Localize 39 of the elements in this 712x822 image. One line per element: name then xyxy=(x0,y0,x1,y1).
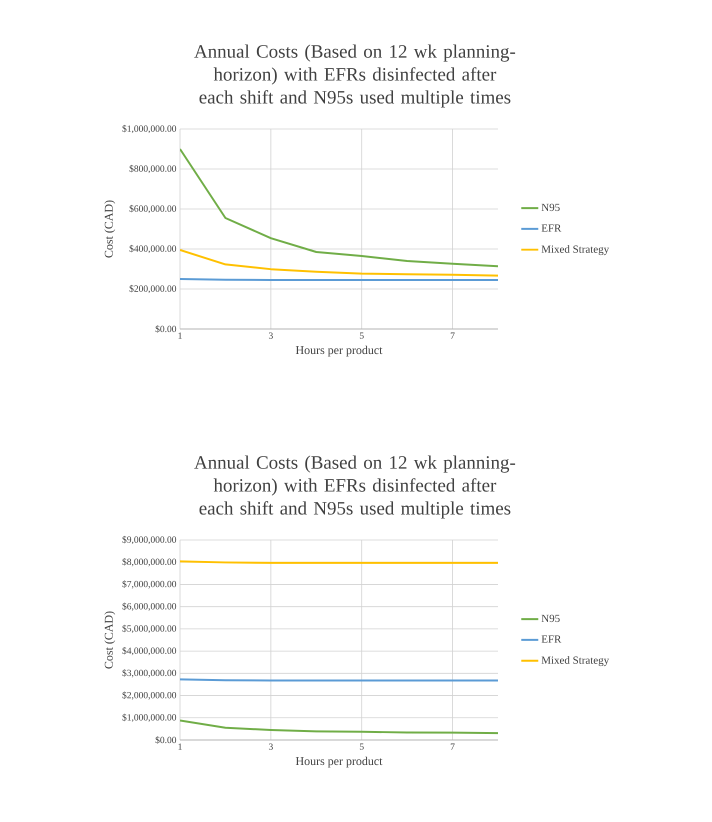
x-tick-label: 1 xyxy=(178,332,182,339)
legend-label: Mixed Strategy xyxy=(542,245,610,256)
y-tick-label: $7,000,000.00 xyxy=(122,580,176,589)
y-tick-label: $600,000.00 xyxy=(130,204,176,214)
y-tick-label: $200,000.00 xyxy=(130,284,176,294)
y-tick-label: $3,000,000.00 xyxy=(122,669,176,678)
y-axis-title: Cost (CAD) xyxy=(104,611,116,669)
y-tick-label: $1,000,000.00 xyxy=(122,714,176,722)
y-tick-label: $800,000.00 xyxy=(130,164,176,174)
x-tick-label: 5 xyxy=(360,744,364,750)
x-tick-label: 7 xyxy=(450,332,455,339)
x-tick-label: 3 xyxy=(268,332,273,339)
x-tick-label: 3 xyxy=(268,744,273,750)
legend-label: Mixed Strategy xyxy=(542,656,610,666)
y-tick-label: $9,000,000.00 xyxy=(122,536,176,544)
x-tick-label: 7 xyxy=(450,744,455,750)
y-tick-label: $1,000,000.00 xyxy=(122,124,176,134)
legend-label: N95 xyxy=(542,614,560,622)
x-axis-title: Hours per product xyxy=(296,756,382,768)
legend-label: N95 xyxy=(542,204,560,212)
y-axis-title: Cost (CAD) xyxy=(104,200,116,258)
legend-label: EFR xyxy=(542,635,562,643)
y-tick-label: $0.00 xyxy=(156,325,176,333)
line-series xyxy=(180,719,498,734)
y-tick-label: $4,000,000.00 xyxy=(122,646,176,656)
y-tick-label: $0.00 xyxy=(156,736,176,744)
y-tick-label: $6,000,000.00 xyxy=(122,602,176,611)
chart-title: Annual Costs (Based on 12 wk planning-horizon) with EFRs disinfected after each shift and N95s used multiple times xyxy=(194,456,516,518)
line-series xyxy=(180,148,498,268)
legend-label: EFR xyxy=(542,224,562,232)
chart-title: Annual Costs (Based on 12 wk planning-horizon) with EFRs disinfected after each shift and N95s used multiple times xyxy=(194,44,516,108)
x-axis-title: Hours per product xyxy=(296,346,382,357)
y-tick-label: $400,000.00 xyxy=(130,244,176,254)
x-tick-label: 1 xyxy=(178,744,182,750)
line-series xyxy=(180,248,498,277)
y-tick-label: $2,000,000.00 xyxy=(122,691,176,700)
y-tick-label: $5,000,000.00 xyxy=(122,624,176,634)
y-tick-label: $8,000,000.00 xyxy=(122,558,176,566)
x-tick-label: 5 xyxy=(360,332,364,339)
